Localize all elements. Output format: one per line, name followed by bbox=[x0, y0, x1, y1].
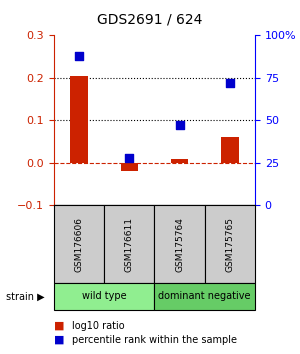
Text: strain ▶: strain ▶ bbox=[6, 291, 45, 302]
Text: ■: ■ bbox=[54, 335, 64, 345]
Point bbox=[227, 80, 232, 86]
Text: GDS2691 / 624: GDS2691 / 624 bbox=[97, 12, 203, 27]
Text: ■: ■ bbox=[54, 321, 64, 331]
Text: dominant negative: dominant negative bbox=[158, 291, 251, 302]
Text: GSM176606: GSM176606 bbox=[75, 217, 84, 272]
Point bbox=[127, 155, 132, 161]
Point bbox=[77, 53, 82, 59]
Text: percentile rank within the sample: percentile rank within the sample bbox=[72, 335, 237, 345]
Bar bbox=[70, 76, 88, 163]
Text: log10 ratio: log10 ratio bbox=[72, 321, 124, 331]
Point bbox=[177, 122, 182, 128]
Bar bbox=[221, 137, 239, 163]
Text: wild type: wild type bbox=[82, 291, 127, 302]
Text: GSM175764: GSM175764 bbox=[175, 217, 184, 272]
Text: GSM175765: GSM175765 bbox=[225, 217, 234, 272]
Text: GSM176611: GSM176611 bbox=[125, 217, 134, 272]
Bar bbox=[121, 163, 138, 171]
Bar bbox=[171, 159, 188, 163]
